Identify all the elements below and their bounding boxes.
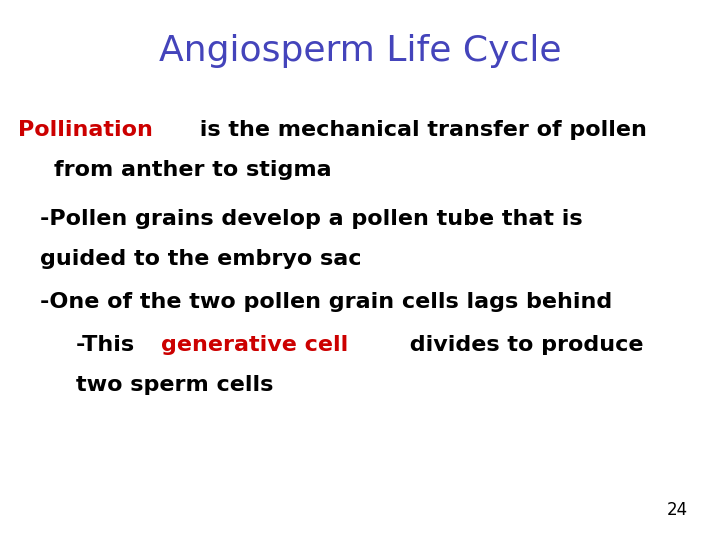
Text: from anther to stigma: from anther to stigma <box>54 160 332 180</box>
Text: generative cell: generative cell <box>161 334 348 355</box>
Text: guided to the embryo sac: guided to the embryo sac <box>40 249 361 269</box>
Text: Pollination: Pollination <box>18 119 153 140</box>
Text: -Pollen grains develop a pollen tube that is: -Pollen grains develop a pollen tube tha… <box>40 208 582 229</box>
Text: is the mechanical transfer of pollen: is the mechanical transfer of pollen <box>192 119 647 140</box>
Text: Angiosperm Life Cycle: Angiosperm Life Cycle <box>158 35 562 68</box>
Text: two sperm cells: two sperm cells <box>76 375 273 395</box>
Text: divides to produce: divides to produce <box>402 334 644 355</box>
Text: 24: 24 <box>667 502 688 519</box>
Text: -One of the two pollen grain cells lags behind: -One of the two pollen grain cells lags … <box>40 292 612 313</box>
Text: -This: -This <box>76 334 141 355</box>
